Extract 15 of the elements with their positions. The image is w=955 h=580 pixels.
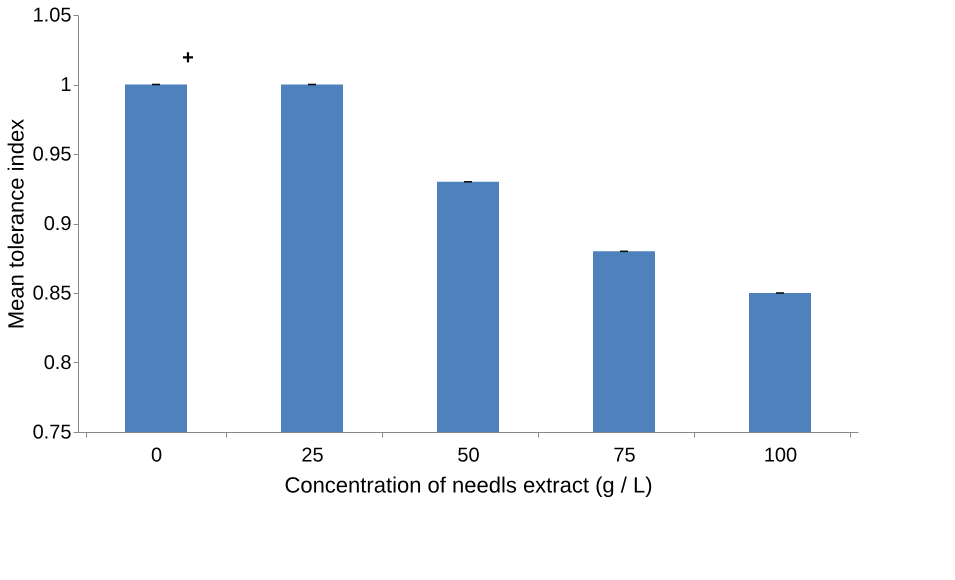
annotation: + [182,47,194,69]
x-tick-label: 100 [764,444,798,466]
y-tick-label: 0.95 [32,144,72,166]
y-tick-label: 0.85 [32,282,72,304]
x-tick-label: 0 [150,444,162,466]
y-axis-title: Mean tolerance index [4,118,29,330]
y-tick-label: 1.05 [32,4,72,26]
y-tick-label: 0.9 [44,213,72,235]
y-tick-label: 0.75 [32,422,72,444]
x-tick-label: 75 [613,444,636,466]
x-tick-label: 25 [301,444,324,466]
x-tick-label: 50 [457,444,480,466]
y-tick-label: 0.8 [44,352,72,374]
y-tick-label: 1 [60,74,72,96]
x-axis-title: Concentration of needls extract (g / L) [284,472,653,498]
